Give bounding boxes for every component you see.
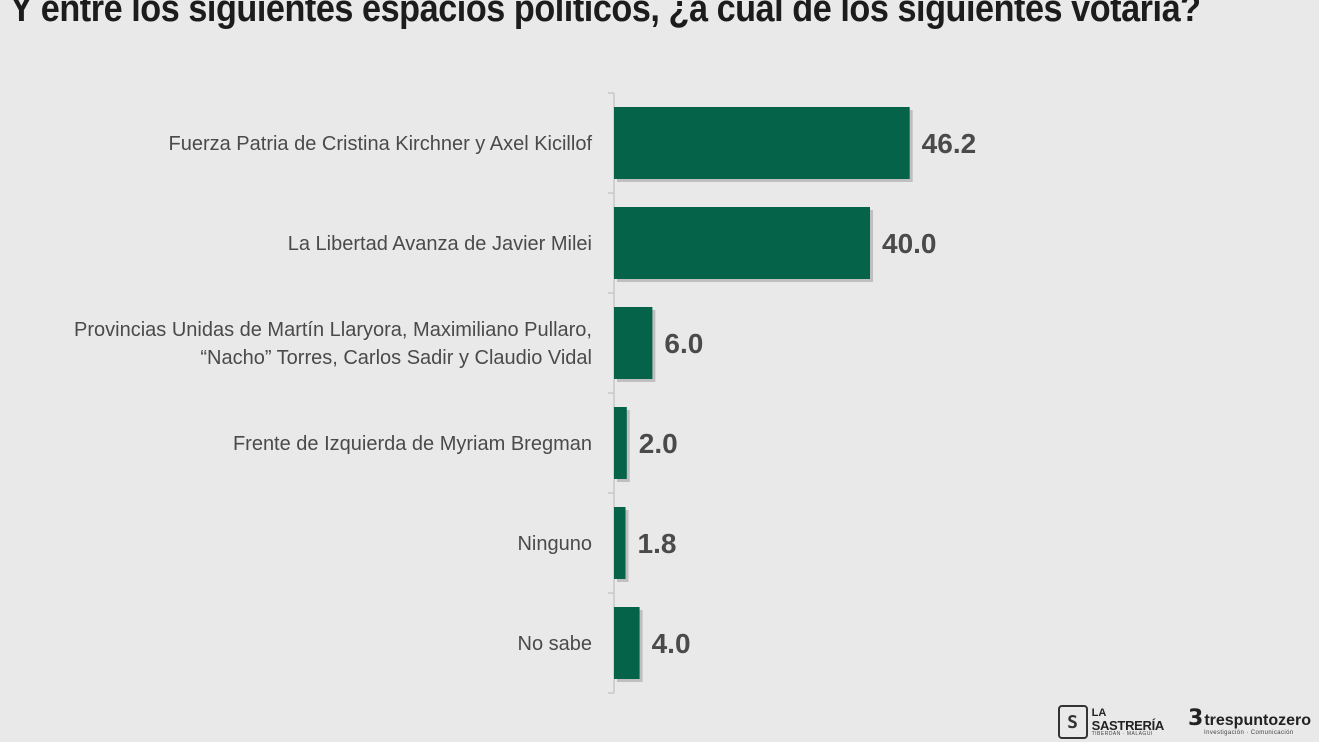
- data-label: 4.0: [652, 628, 691, 659]
- bar: [614, 207, 870, 279]
- sastreria-line3: TIBERDAN · MALAGUI: [1091, 730, 1153, 737]
- category-label: Fuerza Patria de Cristina Kirchner y Axe…: [169, 133, 593, 155]
- category-label: “Nacho” Torres, Carlos Sadir y Claudio V…: [200, 347, 592, 369]
- bar: [614, 507, 626, 579]
- category-label: No sabe: [518, 633, 593, 655]
- data-label: 40.0: [882, 228, 937, 259]
- bar: [614, 107, 910, 179]
- category-label: La Libertad Avanza de Javier Milei: [288, 233, 592, 255]
- data-label: 2.0: [639, 428, 678, 459]
- category-label: Provincias Unidas de Martín Llaryora, Ma…: [74, 319, 592, 341]
- bar: [614, 307, 653, 379]
- footer-logos: S LA SASTRERÍA TIBERDAN · MALAGUI 3 tres…: [1057, 702, 1311, 742]
- trespuntozero-mark-icon: 3: [1188, 706, 1204, 731]
- bar: [614, 607, 640, 679]
- bar: [614, 407, 627, 479]
- page-title: Y entre los siguientes espacios politico…: [10, 0, 1201, 30]
- la-sastreria-logo: S LA SASTRERÍA TIBERDAN · MALAGUI: [1057, 705, 1165, 739]
- data-label: 1.8: [638, 528, 677, 559]
- trespuntozero-logo: 3 trespuntozero Investigación · Comunica…: [1188, 706, 1311, 737]
- category-label: Frente de Izquierda de Myriam Bregman: [233, 433, 592, 455]
- category-label: Ninguno: [517, 533, 592, 555]
- sastreria-line1: LA: [1091, 706, 1107, 719]
- data-label: 6.0: [664, 328, 703, 359]
- sastreria-line2: SASTRERÍA: [1091, 717, 1165, 733]
- trespuntozero-tagline: Investigación · Comunicación: [1204, 730, 1294, 736]
- sastreria-mark-icon: S: [1057, 705, 1088, 739]
- trespuntozero-name: trespuntozero: [1204, 712, 1311, 729]
- data-label: 46.2: [922, 128, 977, 159]
